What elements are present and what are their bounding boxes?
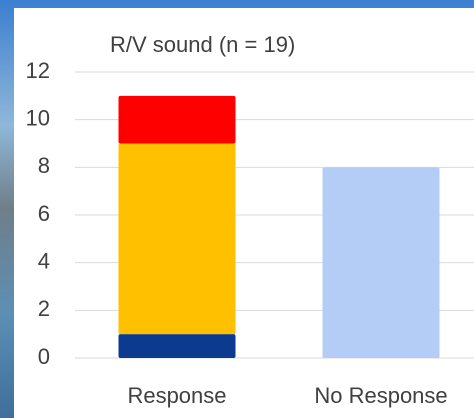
y-tick-label: 6 — [38, 201, 50, 226]
y-tick-label: 10 — [26, 105, 50, 130]
x-tick-label: No Response — [314, 383, 447, 408]
chart-title: R/V sound (n = 19) — [110, 32, 295, 57]
bar-segment — [322, 167, 440, 358]
bar-segment — [118, 95, 236, 144]
y-tick-label: 0 — [38, 344, 50, 369]
bar-segment — [118, 143, 236, 335]
bar-segment — [118, 334, 236, 358]
y-tick-label: 2 — [38, 296, 50, 321]
x-tick-label: Response — [127, 383, 226, 408]
y-tick-label: 12 — [26, 58, 50, 83]
y-tick-label: 4 — [38, 248, 50, 273]
y-tick-label: 8 — [38, 153, 50, 178]
